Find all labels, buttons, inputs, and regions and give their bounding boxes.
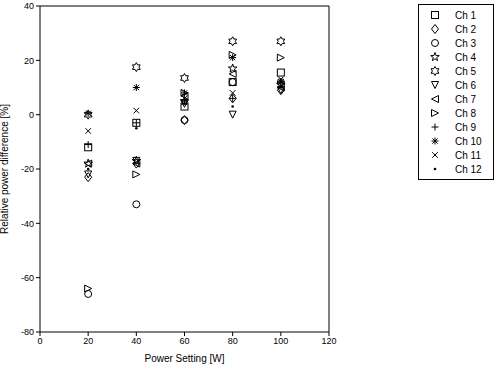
svg-text:-60: -60 xyxy=(21,273,34,283)
svg-text:0: 0 xyxy=(37,336,42,346)
html-text:Ch 6: Ch 6 xyxy=(455,79,477,91)
svg-text:-80: -80 xyxy=(21,327,34,337)
svg-text:0: 0 xyxy=(29,110,34,120)
html-text:Ch 8: Ch 8 xyxy=(455,107,477,119)
html-text:Ch 11: Ch 11 xyxy=(455,149,481,161)
html-text:Ch 4: Ch 4 xyxy=(455,51,477,63)
svg-text:Power Setting [W]: Power Setting [W] xyxy=(144,353,224,364)
svg-text:20: 20 xyxy=(24,56,34,66)
html-text:Ch 9: Ch 9 xyxy=(455,121,477,133)
svg-text:-20: -20 xyxy=(21,164,34,174)
svg-text:40: 40 xyxy=(24,1,34,11)
html-text:Ch 10: Ch 10 xyxy=(455,135,482,147)
html-text:Ch 5: Ch 5 xyxy=(455,65,477,77)
html-text:Ch 12: Ch 12 xyxy=(455,163,482,175)
svg-text:120: 120 xyxy=(321,336,336,346)
html-text:Ch 2: Ch 2 xyxy=(455,23,477,35)
svg-text:Relative power difference [%]: Relative power difference [%] xyxy=(8,104,10,234)
html-text:Ch 3: Ch 3 xyxy=(455,37,477,49)
html-text:Ch 1: Ch 1 xyxy=(455,9,477,21)
html-text:Ch 7: Ch 7 xyxy=(455,93,477,105)
svg-text:60: 60 xyxy=(179,336,189,346)
svg-text:40: 40 xyxy=(131,336,141,346)
svg-text:-40: -40 xyxy=(21,219,34,229)
svg-text:80: 80 xyxy=(228,336,238,346)
svg-text:100: 100 xyxy=(273,336,288,346)
svg-text:20: 20 xyxy=(83,336,93,346)
